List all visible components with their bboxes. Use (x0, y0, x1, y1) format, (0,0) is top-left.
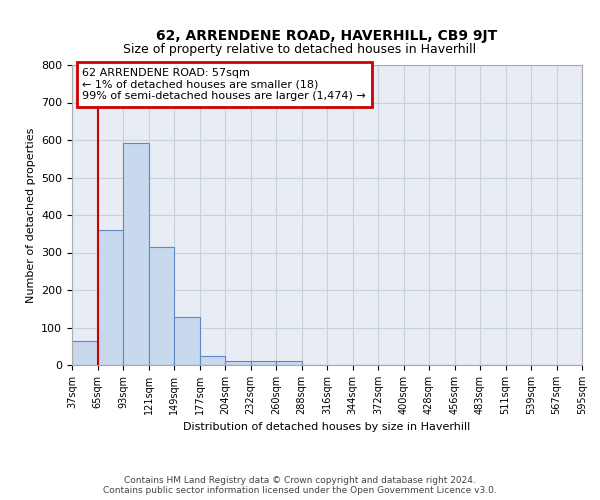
Text: Size of property relative to detached houses in Haverhill: Size of property relative to detached ho… (124, 42, 476, 56)
Bar (276, 361, 302, 365)
Y-axis label: Number of detached properties: Number of detached properties (26, 128, 35, 302)
Bar (97, 230, 123, 365)
Bar (251, 361, 276, 365)
Bar (225, 361, 251, 365)
Bar (199, 356, 225, 365)
Bar (174, 318, 199, 365)
Title: 62, ARRENDENE ROAD, HAVERHILL, CB9 9JT: 62, ARRENDENE ROAD, HAVERHILL, CB9 9JT (157, 29, 497, 43)
Bar (123, 142, 149, 365)
Text: Contains HM Land Registry data © Crown copyright and database right 2024.
Contai: Contains HM Land Registry data © Crown c… (103, 476, 497, 495)
Bar (72, 340, 97, 365)
X-axis label: Distribution of detached houses by size in Haverhill: Distribution of detached houses by size … (184, 422, 470, 432)
Text: 62 ARRENDENE ROAD: 57sqm
← 1% of detached houses are smaller (18)
99% of semi-de: 62 ARRENDENE ROAD: 57sqm ← 1% of detache… (82, 68, 366, 101)
Bar (149, 247, 174, 365)
